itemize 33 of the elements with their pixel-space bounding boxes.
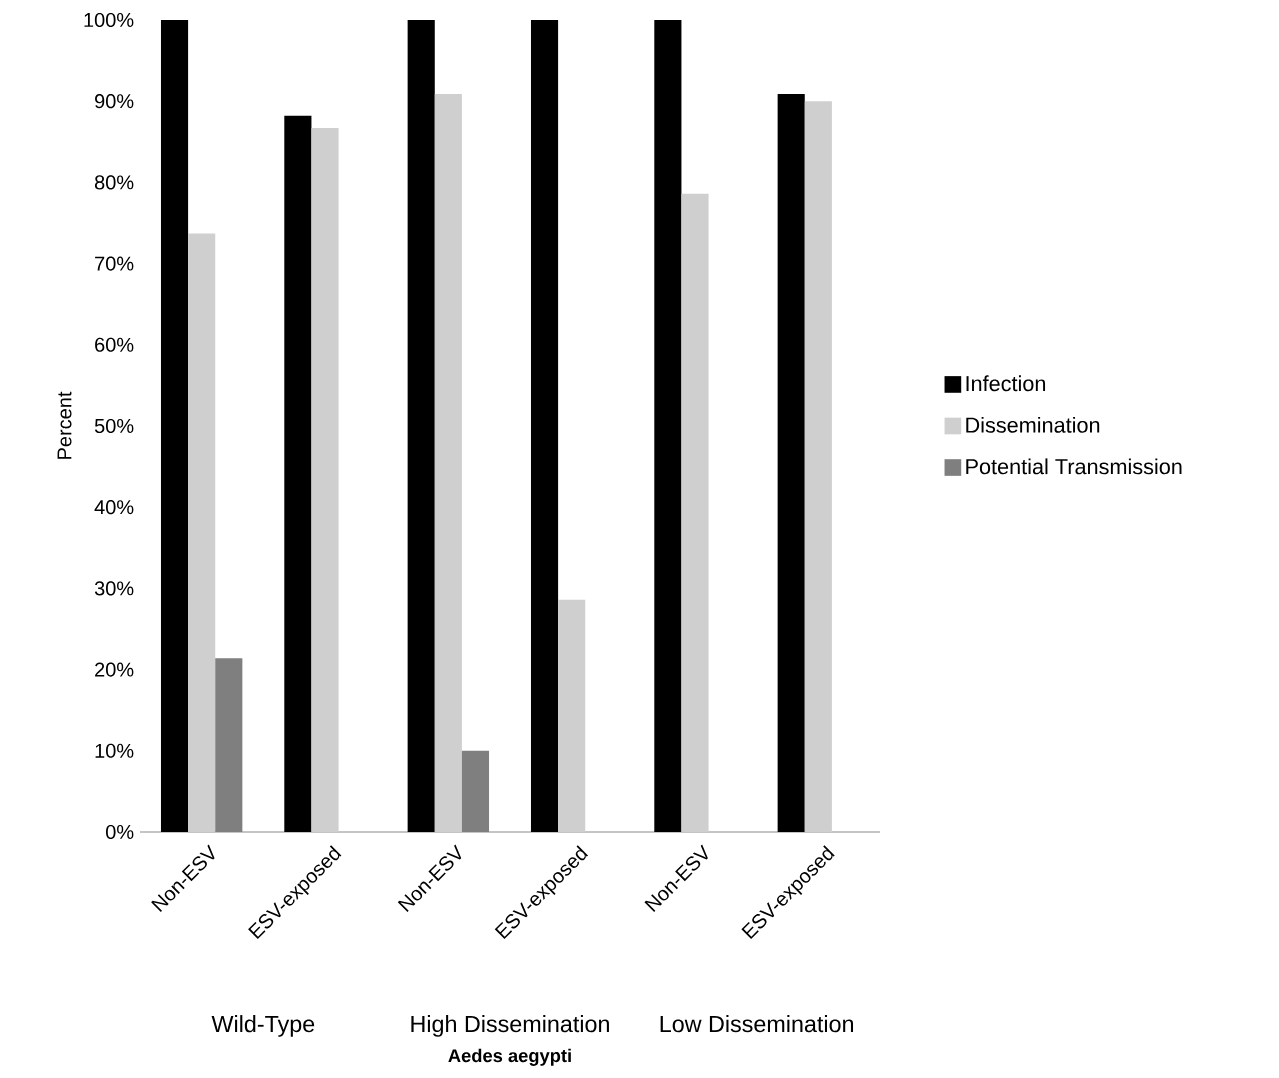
y-tick-label: 100%	[84, 12, 134, 28]
bar	[654, 19, 682, 832]
y-tick-label: 60%	[95, 337, 134, 352]
y-tick-label: 20%	[95, 662, 134, 677]
bar	[461, 750, 490, 832]
bar	[215, 658, 243, 832]
text: Aedes aegypti	[448, 1048, 571, 1066]
y-tick-label: 10%	[95, 743, 134, 758]
bar	[434, 93, 462, 832]
bar	[160, 19, 189, 832]
y-axis-title: Percent	[57, 391, 72, 459]
text: Wild-Type	[211, 1015, 315, 1037]
legend-label: Potential Transmission	[966, 458, 1182, 475]
y-tick-label: 40%	[94, 500, 134, 515]
bar	[188, 233, 216, 832]
y-tick-label: 0%	[106, 824, 134, 840]
bar	[681, 193, 709, 832]
bar	[407, 19, 435, 832]
bar	[530, 19, 559, 832]
y-tick-label: 50%	[94, 418, 134, 434]
text: Low Dissemination	[660, 1015, 854, 1033]
legend-label: Dissemination	[966, 416, 1100, 433]
legend-label: Infection	[966, 375, 1046, 392]
bar	[804, 101, 832, 832]
y-tick-label: 80%	[94, 175, 134, 190]
bar	[558, 599, 586, 832]
text: High Dissemination	[411, 1015, 609, 1037]
y-tick-label: 30%	[94, 581, 134, 596]
bar	[311, 127, 339, 832]
y-tick-label: 90%	[95, 94, 134, 109]
y-tick-label: 70%	[95, 256, 134, 271]
bar	[284, 115, 312, 832]
bar	[777, 93, 805, 832]
